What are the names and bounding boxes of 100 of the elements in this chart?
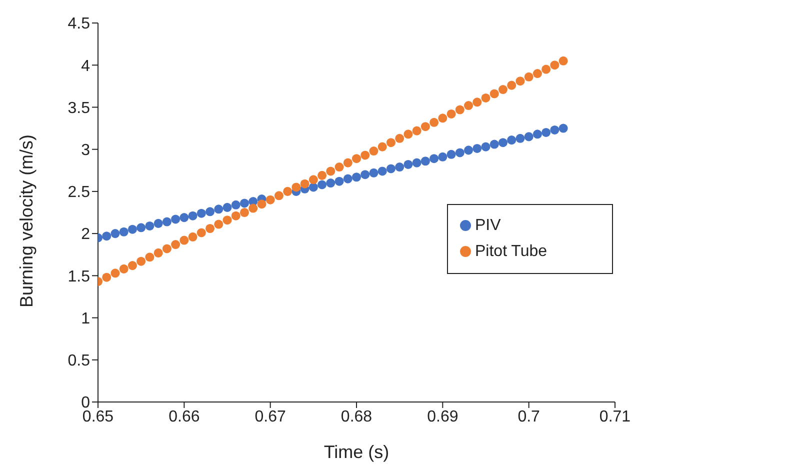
point (343, 174, 352, 184)
point (283, 186, 292, 196)
point (102, 272, 112, 282)
point (162, 244, 172, 254)
point (300, 179, 310, 188)
point (446, 109, 456, 118)
point (420, 156, 430, 166)
point (231, 200, 240, 210)
point (110, 229, 120, 238)
point (196, 228, 206, 238)
point (524, 132, 534, 142)
point (214, 204, 224, 214)
point (498, 138, 508, 148)
legend-label: Pitot Tube (475, 243, 548, 260)
y-tick-label: 2 (81, 226, 90, 244)
point (369, 146, 378, 156)
point (378, 142, 387, 152)
point (550, 125, 560, 134)
y-tick-label: 4.5 (68, 16, 90, 33)
point (257, 200, 266, 209)
x-tick-label: 0.69 (427, 408, 458, 426)
point (206, 207, 215, 216)
point (352, 172, 362, 182)
point (292, 182, 301, 192)
point (145, 221, 154, 230)
point (326, 166, 336, 176)
point (395, 134, 404, 143)
point (507, 80, 516, 90)
y-tick-label: 3.5 (68, 100, 90, 117)
point (430, 154, 439, 164)
point (231, 211, 240, 220)
point (524, 72, 534, 82)
point (154, 218, 163, 228)
point (119, 264, 128, 274)
point (136, 223, 146, 232)
point (404, 130, 413, 139)
point (180, 236, 189, 245)
x-tick-label: 0.68 (340, 408, 372, 426)
legend-label: PIV (475, 217, 501, 234)
point (386, 138, 396, 148)
point (222, 202, 232, 212)
point (110, 268, 120, 278)
point (360, 170, 370, 180)
point (558, 124, 568, 133)
point (481, 142, 490, 152)
point (369, 168, 378, 178)
point (430, 118, 439, 127)
point (464, 101, 474, 110)
point (532, 130, 542, 139)
point (145, 252, 154, 262)
point (395, 162, 404, 172)
point (180, 213, 189, 222)
point (404, 160, 413, 169)
point (318, 170, 327, 180)
point (128, 224, 137, 234)
point (326, 178, 336, 188)
x-tick-label: 0.66 (168, 408, 200, 426)
point (196, 208, 206, 218)
point (542, 128, 551, 137)
point (274, 191, 284, 200)
point (136, 256, 146, 266)
x-tick-label: 0.71 (599, 408, 631, 426)
point (438, 114, 448, 123)
y-tick-label: 1.5 (68, 268, 90, 286)
point (266, 195, 275, 204)
y-tick-label: 2.5 (68, 184, 90, 202)
point (360, 150, 370, 160)
point (222, 216, 232, 225)
point (438, 152, 448, 162)
point (490, 89, 499, 98)
y-tick-label: 4 (81, 58, 90, 75)
point (558, 56, 568, 66)
point (550, 60, 560, 70)
point (490, 140, 499, 149)
point (188, 232, 198, 242)
point (507, 136, 516, 145)
point (464, 146, 474, 155)
point (334, 176, 344, 186)
point (516, 76, 525, 86)
point (516, 134, 525, 143)
point (308, 182, 318, 192)
point (128, 261, 137, 270)
point (455, 105, 464, 114)
point (248, 204, 258, 213)
point (240, 208, 249, 218)
point (171, 240, 180, 250)
point (102, 232, 112, 241)
point (446, 150, 456, 159)
point (334, 162, 344, 172)
y-tick-label: 0.5 (68, 352, 90, 370)
y-axis-title: Burning velocity (m/s) (16, 134, 36, 308)
point (532, 69, 542, 78)
point (308, 175, 318, 184)
point (343, 158, 352, 168)
x-tick-label: 0.67 (254, 408, 286, 426)
point (240, 198, 249, 208)
point (472, 98, 482, 107)
point (498, 85, 508, 94)
point (352, 154, 362, 164)
point (481, 93, 490, 102)
